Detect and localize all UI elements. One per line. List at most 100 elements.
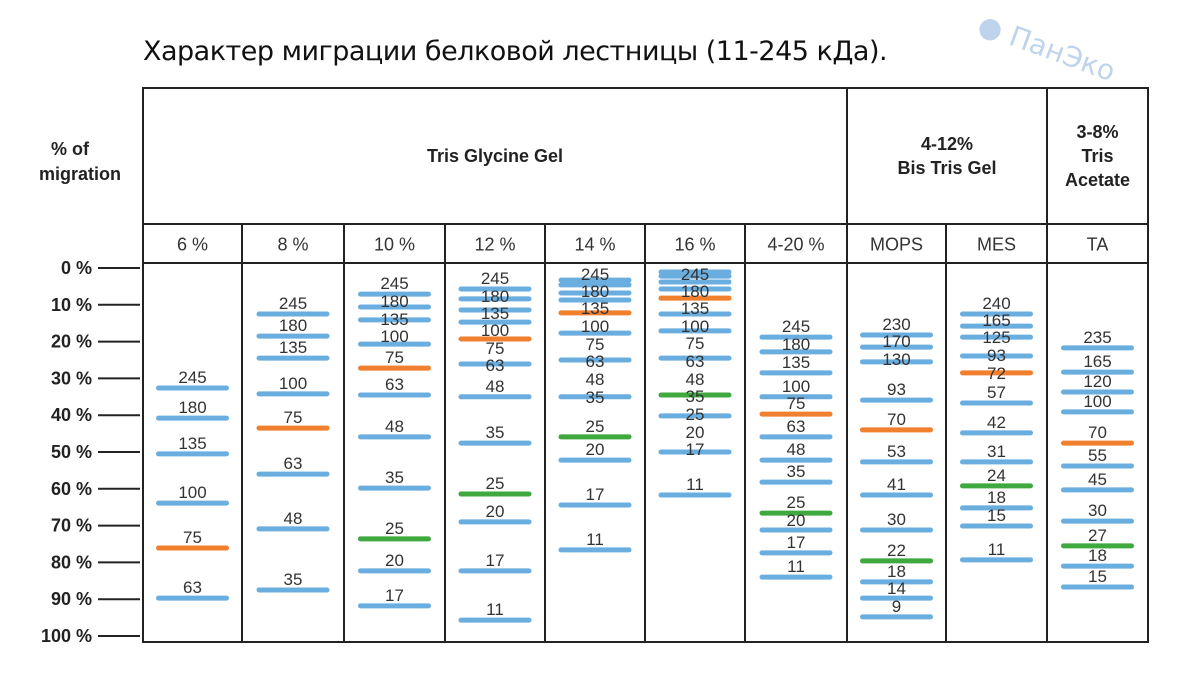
band-label: 48 xyxy=(385,417,404,436)
band-label: 35 xyxy=(787,462,806,481)
band-label: 245 xyxy=(681,265,709,284)
band-label: 135 xyxy=(681,299,709,318)
band-label: 180 xyxy=(279,316,307,335)
band-label: 135 xyxy=(178,434,206,453)
y-tick-label: 80 % xyxy=(51,552,92,572)
band-label: 165 xyxy=(982,311,1010,330)
y-tick-label: 10 % xyxy=(51,295,92,315)
band-label: 48 xyxy=(686,370,705,389)
band-label: 63 xyxy=(284,454,303,473)
band-label: 135 xyxy=(380,310,408,329)
band-label: 20 xyxy=(787,511,806,530)
band-label: 100 xyxy=(1083,392,1111,411)
band-label: 11 xyxy=(988,540,1006,559)
band-label: 180 xyxy=(178,398,206,417)
lane-header: 14 % xyxy=(574,235,615,255)
chart-title: Характер миграции белковой лестницы (11-… xyxy=(143,36,888,67)
band-label: 100 xyxy=(380,327,408,346)
band-label: 63 xyxy=(385,375,404,394)
band-label: 93 xyxy=(887,380,906,399)
band-label: 100 xyxy=(279,374,307,393)
group-header: Tris Glycine Gel xyxy=(427,146,563,166)
band-label: 35 xyxy=(686,387,705,406)
band-label: 20 xyxy=(486,502,505,521)
lane-header: 10 % xyxy=(374,235,415,255)
band-label: 245 xyxy=(782,317,810,336)
band-label: 17 xyxy=(586,485,605,504)
band-label: 17 xyxy=(686,440,705,459)
band-label: 245 xyxy=(380,274,408,293)
band-label: 15 xyxy=(987,506,1006,525)
band-label: 180 xyxy=(681,282,709,301)
band-label: 30 xyxy=(1088,501,1107,520)
band-label: 75 xyxy=(284,408,303,427)
band-label: 235 xyxy=(1083,328,1111,347)
band-label: 63 xyxy=(686,352,705,371)
band-label: 170 xyxy=(882,332,910,351)
band-label: 240 xyxy=(982,294,1010,313)
band-label: 165 xyxy=(1083,352,1111,371)
band-label: 25 xyxy=(586,417,605,436)
band-label: 30 xyxy=(887,510,906,529)
band-label: 93 xyxy=(987,346,1006,365)
band-label: 11 xyxy=(686,475,704,494)
y-tick-label: 50 % xyxy=(51,442,92,462)
band-label: 135 xyxy=(782,353,810,372)
band-label: 48 xyxy=(486,377,505,396)
y-tick-label: 20 % xyxy=(51,332,92,352)
band-label: 100 xyxy=(782,377,810,396)
band-label: 53 xyxy=(887,442,906,461)
band-label: 35 xyxy=(586,388,605,407)
y-tick-label: 0 % xyxy=(61,258,92,278)
lane-header: MES xyxy=(977,235,1016,255)
band-label: 180 xyxy=(481,287,509,306)
band-label: 180 xyxy=(782,335,810,354)
band-label: 130 xyxy=(882,350,910,369)
band-label: 31 xyxy=(987,442,1006,461)
band-label: 20 xyxy=(686,423,705,442)
band-label: 57 xyxy=(987,383,1006,402)
band-label: 48 xyxy=(284,509,303,528)
lane-header: 8 % xyxy=(277,235,308,255)
band-label: 25 xyxy=(486,474,505,493)
band-label: 35 xyxy=(284,570,303,589)
y-tick-label: 30 % xyxy=(51,368,92,388)
band-label: 63 xyxy=(183,578,202,597)
band-label: 135 xyxy=(279,338,307,357)
band-label: 63 xyxy=(486,356,505,375)
band-label: 11 xyxy=(586,530,604,549)
band-label: 11 xyxy=(787,557,805,576)
band-label: 245 xyxy=(581,265,609,284)
band-label: 120 xyxy=(1083,372,1111,391)
band-label: 125 xyxy=(982,328,1010,347)
y-tick-label: 90 % xyxy=(51,589,92,609)
band-label: 48 xyxy=(586,370,605,389)
band-label: 20 xyxy=(385,551,404,570)
band-label: 11 xyxy=(486,600,504,619)
band-label: 75 xyxy=(486,339,505,358)
band-label: 135 xyxy=(581,299,609,318)
band-label: 63 xyxy=(787,417,806,436)
band-label: 48 xyxy=(787,440,806,459)
band-label: 180 xyxy=(380,292,408,311)
band-label: 15 xyxy=(1088,567,1107,586)
band-label: 55 xyxy=(1088,446,1107,465)
band-label: 245 xyxy=(279,294,307,313)
band-label: 75 xyxy=(183,528,202,547)
lane-header: MOPS xyxy=(870,235,923,255)
band-label: 180 xyxy=(581,282,609,301)
band-label: 18 xyxy=(987,488,1006,507)
group-header: 3-8% Tris Acetate xyxy=(1065,122,1130,190)
lane-header: 4-20 % xyxy=(767,235,824,255)
y-tick-label: 40 % xyxy=(51,405,92,425)
band-label: 14 xyxy=(887,579,906,598)
band-label: 45 xyxy=(1088,470,1107,489)
band-label: 100 xyxy=(581,317,609,336)
band-label: 100 xyxy=(178,483,206,502)
band-label: 25 xyxy=(686,405,705,424)
band-label: 27 xyxy=(1088,526,1107,545)
y-tick-label: 100 % xyxy=(41,626,92,646)
band-label: 22 xyxy=(887,541,906,560)
band-label: 9 xyxy=(892,597,901,616)
